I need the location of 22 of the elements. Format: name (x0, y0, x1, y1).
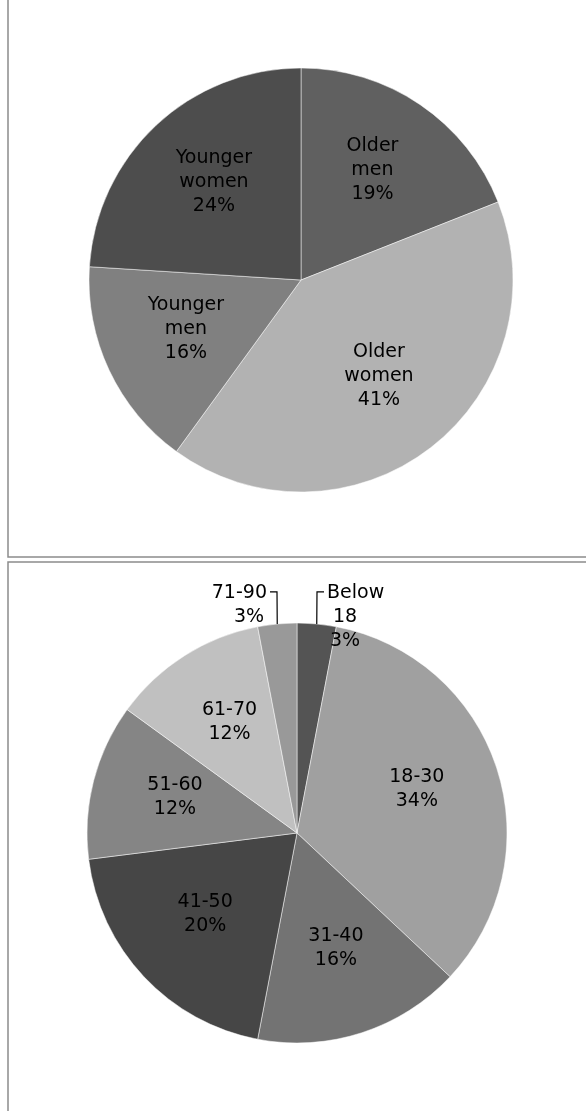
data-label: 34% (395, 788, 438, 811)
slice-label: Older women (344, 338, 414, 385)
data-label: 12% (208, 720, 251, 743)
data-label: 41% (357, 386, 401, 409)
slice-label: 41-50 (177, 889, 233, 912)
data-label: 3% (329, 627, 361, 650)
slice-label: 51-60 (147, 771, 203, 794)
slice-label: Below 18 (327, 579, 385, 626)
slice-label: 71-90 (211, 579, 267, 602)
slice-label: 31-40 (308, 922, 364, 945)
data-label: 12% (153, 795, 197, 818)
slice-label: 61-70 (201, 696, 258, 719)
slice-label: 18-30 (389, 764, 445, 787)
slice-label: Older men (346, 132, 399, 179)
data-label: 16% (314, 946, 358, 969)
data-label: 3% (233, 603, 265, 626)
slice-label: Younger women (174, 145, 253, 192)
data-label: 20% (184, 913, 227, 936)
slice-label: Younger men (146, 292, 225, 339)
data-label: 24% (192, 193, 236, 216)
data-label: 16% (164, 340, 208, 363)
data-label: 19% (351, 180, 394, 203)
